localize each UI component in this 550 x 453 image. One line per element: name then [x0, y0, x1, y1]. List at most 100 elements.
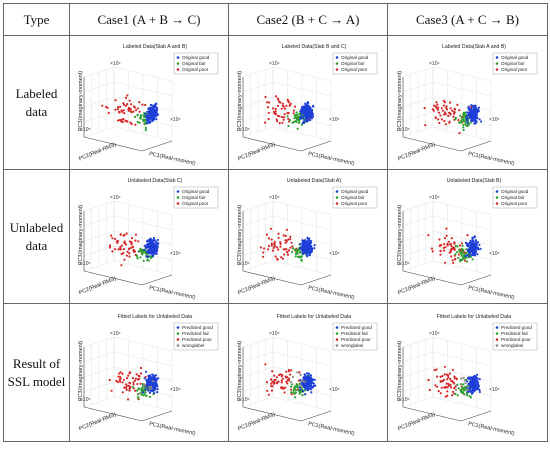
plot-axes	[402, 346, 491, 421]
point-poor	[137, 374, 140, 377]
point-poor	[283, 112, 286, 115]
point-poor	[443, 236, 446, 239]
point-poor	[114, 108, 117, 111]
point-good	[470, 116, 473, 119]
point-wronglabel	[303, 380, 307, 383]
point-poor	[284, 234, 287, 237]
point-fair	[465, 392, 468, 395]
point-poor	[293, 105, 297, 108]
point-good	[307, 248, 310, 251]
point-poor	[132, 380, 135, 384]
z-exponent: ×10⁴	[269, 331, 280, 337]
point-fair	[287, 124, 290, 127]
point-poor	[442, 119, 445, 122]
point-fair	[461, 249, 464, 252]
point-good	[147, 251, 150, 254]
point-poor	[287, 378, 291, 381]
point-poor	[132, 104, 135, 108]
case2-header: Case2 (B + C → A)	[228, 3, 388, 36]
point-good	[145, 121, 149, 124]
point-good	[467, 254, 470, 257]
point-poor	[128, 239, 132, 243]
point-wronglabel	[459, 377, 462, 380]
legend-marker	[176, 337, 180, 341]
plot-cell: Labeled Data(Slab A and B) ×10⁴ ×10⁵ ×10⁵ PC…	[387, 35, 548, 170]
point-fair	[461, 382, 464, 385]
point-good	[302, 249, 305, 252]
z-exponent: ×10⁴	[269, 195, 280, 201]
point-good	[305, 246, 308, 249]
point-wronglabel	[289, 380, 293, 383]
point-poor	[126, 250, 129, 253]
point-fair	[299, 390, 302, 393]
point-poor	[120, 109, 123, 112]
point-poor	[447, 121, 450, 124]
point-poor	[139, 371, 143, 374]
point-poor	[131, 376, 135, 379]
y-exponent: ×10⁵	[239, 261, 250, 267]
point-fair	[463, 111, 466, 114]
legend-entry: Predicted poor	[182, 337, 212, 342]
point-poor	[449, 248, 452, 251]
point-fair	[286, 114, 289, 117]
point-poor	[127, 247, 130, 250]
point-poor	[124, 96, 128, 99]
header-row: Type Case1 (A + B → C) Case2 (B + C → A)…	[3, 3, 548, 36]
point-poor	[448, 371, 451, 375]
point-poor	[449, 254, 452, 258]
point-poor	[449, 112, 452, 115]
point-good	[144, 370, 148, 373]
point-fair	[462, 256, 466, 259]
point-good	[154, 104, 157, 107]
scatter-points	[264, 94, 315, 130]
point-poor	[115, 239, 118, 243]
point-poor	[131, 245, 134, 248]
point-fair	[298, 119, 301, 122]
point-poor	[440, 386, 443, 389]
point-good	[310, 108, 313, 111]
scatter-points	[426, 365, 481, 398]
z-exponent: ×10⁴	[429, 331, 440, 337]
point-poor	[276, 119, 279, 122]
point-fair	[293, 386, 296, 389]
point-poor	[436, 108, 439, 111]
point-fair	[293, 384, 296, 387]
point-fair	[144, 251, 147, 254]
x-exponent: ×10⁵	[329, 117, 340, 123]
point-poor	[451, 258, 454, 261]
point-fair	[293, 248, 296, 251]
point-good	[304, 392, 307, 395]
point-poor	[286, 253, 290, 256]
point-fair	[296, 249, 299, 252]
point-poor	[284, 386, 287, 389]
point-poor	[285, 104, 288, 107]
point-poor	[423, 106, 426, 109]
point-poor	[448, 242, 451, 245]
point-good	[473, 115, 477, 118]
point-good	[151, 372, 154, 376]
point-poor	[289, 235, 292, 238]
point-poor	[446, 114, 449, 117]
point-good	[150, 252, 153, 255]
point-poor	[452, 386, 455, 389]
point-good	[304, 385, 307, 388]
legend-marker	[335, 337, 339, 341]
point-fair	[144, 390, 147, 393]
y-exponent: ×10⁵	[80, 261, 91, 267]
point-poor	[284, 374, 287, 378]
point-fair	[290, 385, 293, 388]
point-good	[156, 238, 159, 241]
point-poor	[282, 118, 285, 121]
point-fair	[459, 388, 462, 391]
point-wronglabel	[148, 385, 151, 388]
point-fair	[290, 390, 293, 393]
point-good	[468, 384, 471, 387]
point-good	[306, 378, 309, 381]
point-fair	[457, 248, 460, 252]
legend-marker	[176, 67, 180, 71]
point-poor	[435, 375, 438, 378]
point-poor	[136, 106, 139, 109]
point-poor	[117, 375, 120, 378]
point-good	[474, 375, 477, 378]
